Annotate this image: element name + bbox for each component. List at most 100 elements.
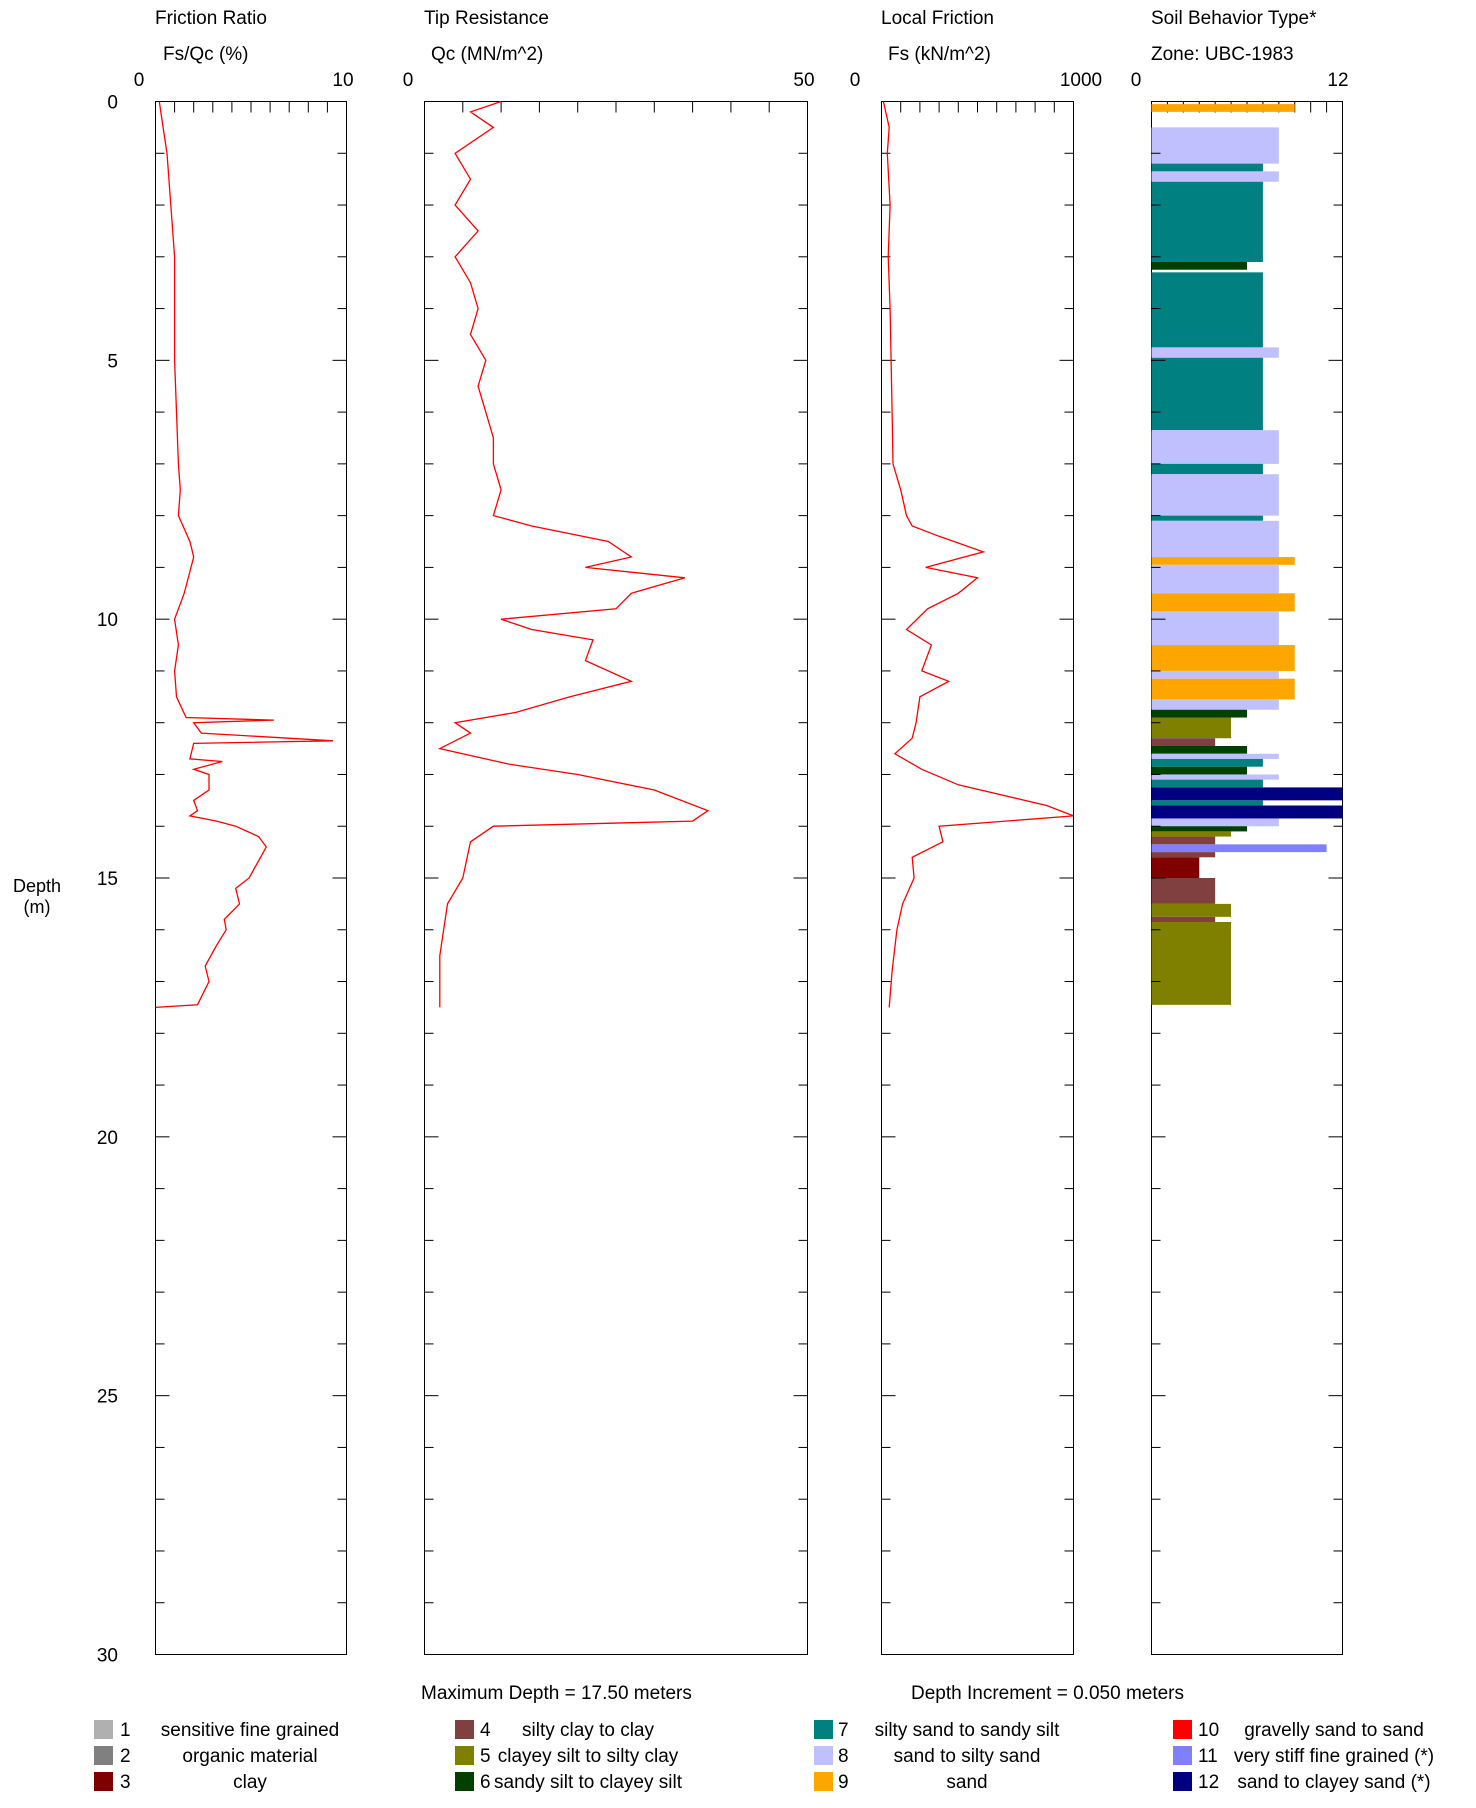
local-friction-title: Local Friction (881, 8, 994, 29)
tip-resistance-title: Tip Resistance (424, 8, 549, 29)
sbt-layer-zone-9 (1151, 678, 1295, 700)
sbt-layer-zone-7 (1151, 758, 1263, 767)
sbt-layer-zone-7 (1151, 779, 1263, 788)
friction-ratio-unit: Fs/Qc (%) (163, 44, 249, 65)
legend-zone-number: 4 (480, 1720, 491, 1741)
sbt-layer-zone-8 (1151, 774, 1279, 780)
legend-zone-number: 10 (1198, 1720, 1219, 1741)
sbt-layer-zone-6 (1151, 709, 1247, 718)
sbt-layer-zone-8 (1151, 818, 1279, 827)
legend-label: sandy silt to clayey silt (494, 1772, 683, 1793)
legend-zone-number: 6 (480, 1772, 491, 1793)
depth-tick-label: 30 (97, 1646, 118, 1667)
friction-ratio-min-label: 0 (134, 70, 145, 91)
friction-ratio-max-label: 10 (332, 70, 353, 91)
local-friction-min-label: 0 (850, 70, 861, 91)
traces (155, 100, 1074, 1009)
sbt-layer-zone-7 (1151, 515, 1263, 521)
legend-label: sand to clayey sand (*) (1237, 1772, 1430, 1793)
sbt-layer-zone-3 (1151, 857, 1200, 878)
sbt-layer-zone-9 (1151, 557, 1295, 565)
legend-zone-number: 11 (1198, 1746, 1218, 1767)
sbt-layer-zone-8 (1151, 753, 1279, 759)
sbt-layer-zone-7 (1151, 463, 1263, 475)
sbt-layer-zone-8 (1151, 520, 1279, 558)
sbt-title: Soil Behavior Type* (1151, 8, 1317, 29)
sbt-layer-zone-8 (1151, 611, 1279, 646)
legend-label: gravelly sand to sand (1244, 1720, 1424, 1741)
sbt-layer-zone-4 (1151, 836, 1216, 845)
local-friction-frame (881, 101, 1074, 1655)
legend-label: silty clay to clay (522, 1720, 654, 1741)
sbt-layer-zone-5 (1151, 717, 1232, 739)
friction-ratio-frame (155, 101, 347, 1655)
legend-label: organic material (182, 1746, 317, 1767)
sbt-layer-zone-7 (1151, 181, 1263, 262)
legend-zone-number: 12 (1198, 1772, 1219, 1793)
sbt-layer-zone-6 (1151, 745, 1247, 754)
legend-zone-number: 9 (838, 1772, 849, 1793)
sbt-layer-zone-5 (1151, 903, 1232, 917)
sbt-layer-zone-9 (1151, 104, 1295, 112)
legend-swatch (1173, 1772, 1192, 1791)
sbt-layer-zone-7 (1151, 357, 1263, 431)
legend-zone-number: 2 (120, 1746, 131, 1767)
sbt-layer-zone-8 (1151, 171, 1279, 182)
sbt-layer-zone-5 (1151, 922, 1232, 1005)
sbt-layer-zone-8 (1151, 564, 1279, 594)
depth-tick-label: 0 (107, 93, 118, 114)
legend-swatch (94, 1720, 113, 1739)
tip-resistance-frame (424, 101, 808, 1655)
sbt-layer-zone-9 (1151, 645, 1295, 671)
sbt-layer-zone-11 (1151, 844, 1327, 853)
sbt-layer-zone-5 (1151, 831, 1232, 837)
sbt-layer-zone-8 (1151, 474, 1279, 516)
legend-label: silty sand to sandy silt (875, 1720, 1061, 1741)
friction-ratio-title: Friction Ratio (155, 8, 267, 29)
friction-ratio-trace (155, 101, 334, 1009)
sbt-layer-zone-8 (1151, 347, 1279, 358)
legend-zone-number: 8 (838, 1746, 849, 1767)
legend-swatch (455, 1720, 474, 1739)
legend-swatch (1173, 1720, 1192, 1739)
depth-tick-label: 5 (107, 351, 118, 372)
legend-swatch (94, 1746, 113, 1765)
sbt-layer-zone-6 (1151, 826, 1247, 832)
legend-swatch (814, 1720, 833, 1739)
legend-label: sand to silty sand (894, 1746, 1041, 1767)
legend-zone-number: 5 (480, 1746, 491, 1767)
sbt-layer-zone-7 (1151, 272, 1263, 348)
legend-zone-number: 1 (120, 1720, 131, 1741)
depth-tick-label: 15 (97, 869, 118, 890)
legend-zone-number: 3 (120, 1772, 131, 1793)
depth-axis-unit: (m) (24, 897, 51, 917)
sbt-layer-zone-7 (1151, 800, 1263, 806)
sbt-layer-zone-6 (1151, 766, 1247, 775)
depth-increment-note: Depth Increment = 0.050 meters (911, 1683, 1184, 1704)
sbt-layer-zone-8 (1151, 127, 1279, 164)
tip-resistance-unit: Qc (MN/m^2) (431, 44, 543, 65)
sbt-layer-zone-4 (1151, 878, 1216, 904)
legend-zone-number: 7 (838, 1720, 849, 1741)
legend-label: sand (946, 1772, 987, 1793)
legend-label: clay (233, 1772, 267, 1793)
legend-label: clayey silt to silty clay (498, 1746, 679, 1767)
legend-swatch (814, 1772, 833, 1791)
sbt-layer-zone-4 (1151, 916, 1216, 923)
sbt-layer-zone-8 (1151, 699, 1279, 710)
legend-swatch (455, 1746, 474, 1765)
max-depth-note: Maximum Depth = 17.50 meters (421, 1683, 692, 1704)
depth-tick-label: 20 (97, 1128, 118, 1149)
sbt-max-label: 12 (1327, 70, 1348, 91)
depth-tick-label: 25 (97, 1387, 118, 1408)
legend-swatch (814, 1746, 833, 1765)
sbt-min-label: 0 (1131, 70, 1142, 91)
tip-resistance-min-label: 0 (403, 70, 414, 91)
legend-swatch (1173, 1746, 1192, 1765)
sbt-layer-zone-6 (1151, 261, 1247, 270)
sbt-layer-zone-12 (1151, 805, 1343, 819)
sbt-layer-zone-8 (1151, 670, 1279, 679)
sbt-layer-zone-7 (1151, 163, 1263, 172)
depth-tick-label: 10 (97, 610, 118, 631)
